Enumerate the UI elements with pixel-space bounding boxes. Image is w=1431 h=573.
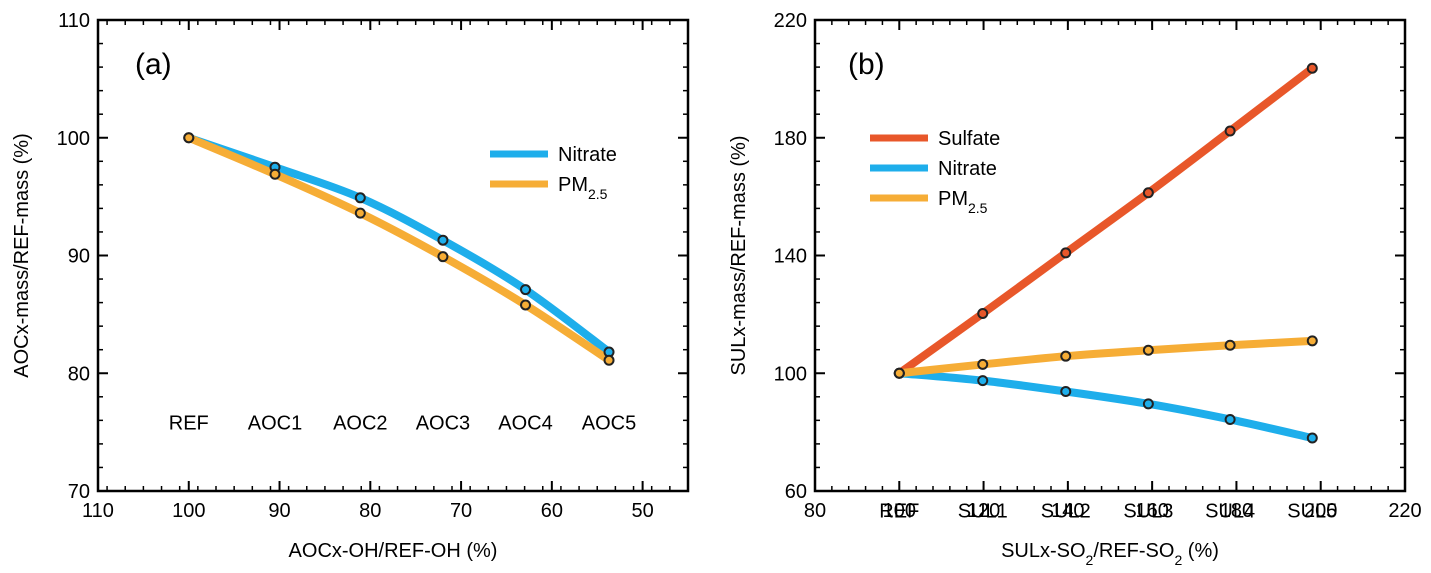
x-axis-title-subscript: 2 [1174, 552, 1182, 568]
data-point-pm25 [1060, 350, 1072, 362]
category-label: AOC1 [248, 412, 302, 434]
data-point-pm25 [520, 299, 532, 311]
y-axis-title: AOCx-mass/REF-mass (%) [11, 133, 33, 377]
x-tick-label: 140 [1051, 500, 1084, 522]
data-point-nitrate [977, 375, 989, 387]
legend-label-subscript: 2.5 [968, 200, 988, 216]
plot-frame [813, 18, 1407, 493]
data-point-pm25 [269, 168, 281, 180]
data-point-nitrate [1060, 386, 1072, 398]
data-point-nitrate [1142, 398, 1154, 410]
data-point-sulfate [1142, 187, 1154, 199]
data-point-pm25 [354, 207, 366, 219]
category-label: AOC3 [416, 412, 470, 434]
x-axis-title-part: /REF-SO [1093, 540, 1174, 562]
panel-label: (b) [848, 48, 885, 81]
x-tick-label: 50 [631, 500, 653, 522]
x-tick-label: 80 [804, 500, 826, 522]
data-point-nitrate [354, 192, 366, 204]
data-point-pm25 [183, 132, 195, 144]
x-tick-label: 80 [359, 500, 381, 522]
category-label: REF [879, 501, 919, 523]
data-point-nitrate [520, 284, 532, 296]
panel-b: 80 100 120 140 160 180 200 220 60 100 140 180 220 SUL… [728, 10, 1422, 568]
series-line-nitrate [184, 133, 614, 357]
legend-label-text: Sulfate [938, 128, 1000, 150]
category-label: AOC4 [498, 412, 552, 434]
legend-label-sulfate: Sulfate [938, 128, 1000, 150]
category-label: AOC2 [333, 412, 387, 434]
y-axis-title: SULx-mass/REF-mass (%) [728, 135, 750, 375]
category-label: REF [169, 412, 209, 434]
data-point-sulfate [1060, 247, 1072, 259]
category-label: SUL3 [1123, 501, 1173, 523]
data-point-nitrate [1224, 413, 1236, 425]
legend-label-subscript: 2.5 [588, 186, 608, 202]
x-axis-title-subscript: 2 [1086, 552, 1094, 568]
x-tick-label: 90 [268, 500, 290, 522]
legend-label-text: PM [938, 188, 968, 210]
y-tick-label: 110 [58, 10, 90, 32]
y-tick-label: 60 [785, 481, 807, 503]
y-tick-label: 90 [68, 246, 90, 268]
legend-label-text: PM [558, 174, 588, 196]
data-point-pm25 [977, 358, 989, 370]
data-point-pm25 [1142, 344, 1154, 356]
y-tick-label: 100 [774, 363, 807, 385]
data-point-nitrate [1306, 432, 1318, 444]
panel-label: (a) [135, 48, 172, 81]
x-tick-label: 60 [541, 500, 563, 522]
y-tick-label: 80 [68, 363, 90, 385]
data-point-pm25 [437, 251, 449, 263]
data-point-sulfate [977, 307, 989, 319]
y-tick-label: 100 [57, 128, 90, 150]
category-label: AOC5 [582, 412, 636, 434]
data-point-sulfate [1224, 125, 1236, 137]
x-axis-title-part: SULx-SO [1001, 540, 1085, 562]
category-label: SUL1 [958, 501, 1008, 523]
x-tick-label: 100 [883, 500, 916, 522]
x-axis-title: SULx-SO2/REF-SO2 (%) [1001, 540, 1219, 568]
series-line-pm25 [184, 133, 614, 365]
data-point-sulfate [1306, 62, 1318, 74]
x-tick-label: 70 [450, 500, 472, 522]
x-tick-label: 180 [1220, 500, 1253, 522]
y-tick-label: 70 [68, 481, 90, 503]
data-point-nitrate [437, 234, 449, 246]
legend-label-pm25: PM2.5 [938, 188, 988, 216]
x-tick-label: 110 [82, 500, 114, 522]
panel-a: 110 100 90 80 70 60 50 70 80 90 100 110 AOCx-OH/REF-… [11, 10, 690, 562]
data-point-pm25 [1306, 335, 1318, 347]
x-axis-title-part: (%) [1182, 540, 1219, 562]
x-tick-label: 100 [172, 500, 205, 522]
data-point-pm25 [893, 367, 905, 379]
category-label: SUL5 [1287, 501, 1337, 523]
x-tick-label: 220 [1388, 500, 1421, 522]
legend-label-pm25: PM2.5 [558, 174, 608, 202]
y-tick-label: 220 [774, 10, 807, 32]
x-tick-label: 200 [1304, 500, 1337, 522]
y-tick-label: 180 [774, 128, 807, 150]
series-line-nitrate [895, 369, 1317, 443]
legend-label-text: Nitrate [558, 144, 617, 166]
legend-label-text: Nitrate [938, 158, 997, 180]
y-tick-label: 140 [774, 246, 807, 268]
x-tick-label: 120 [967, 500, 1000, 522]
series-line-sulfate [895, 64, 1317, 378]
series-line-pm25 [895, 336, 1317, 378]
data-point-pm25 [1224, 339, 1236, 351]
category-label: SUL4 [1205, 501, 1255, 523]
x-axis-title: AOCx-OH/REF-OH (%) [289, 540, 498, 562]
legend-label-nitrate: Nitrate [558, 144, 617, 166]
x-tick-label: 160 [1135, 500, 1168, 522]
category-label: SUL2 [1041, 501, 1091, 523]
data-point-pm25 [603, 354, 615, 366]
legend-label-nitrate: Nitrate [938, 158, 997, 180]
